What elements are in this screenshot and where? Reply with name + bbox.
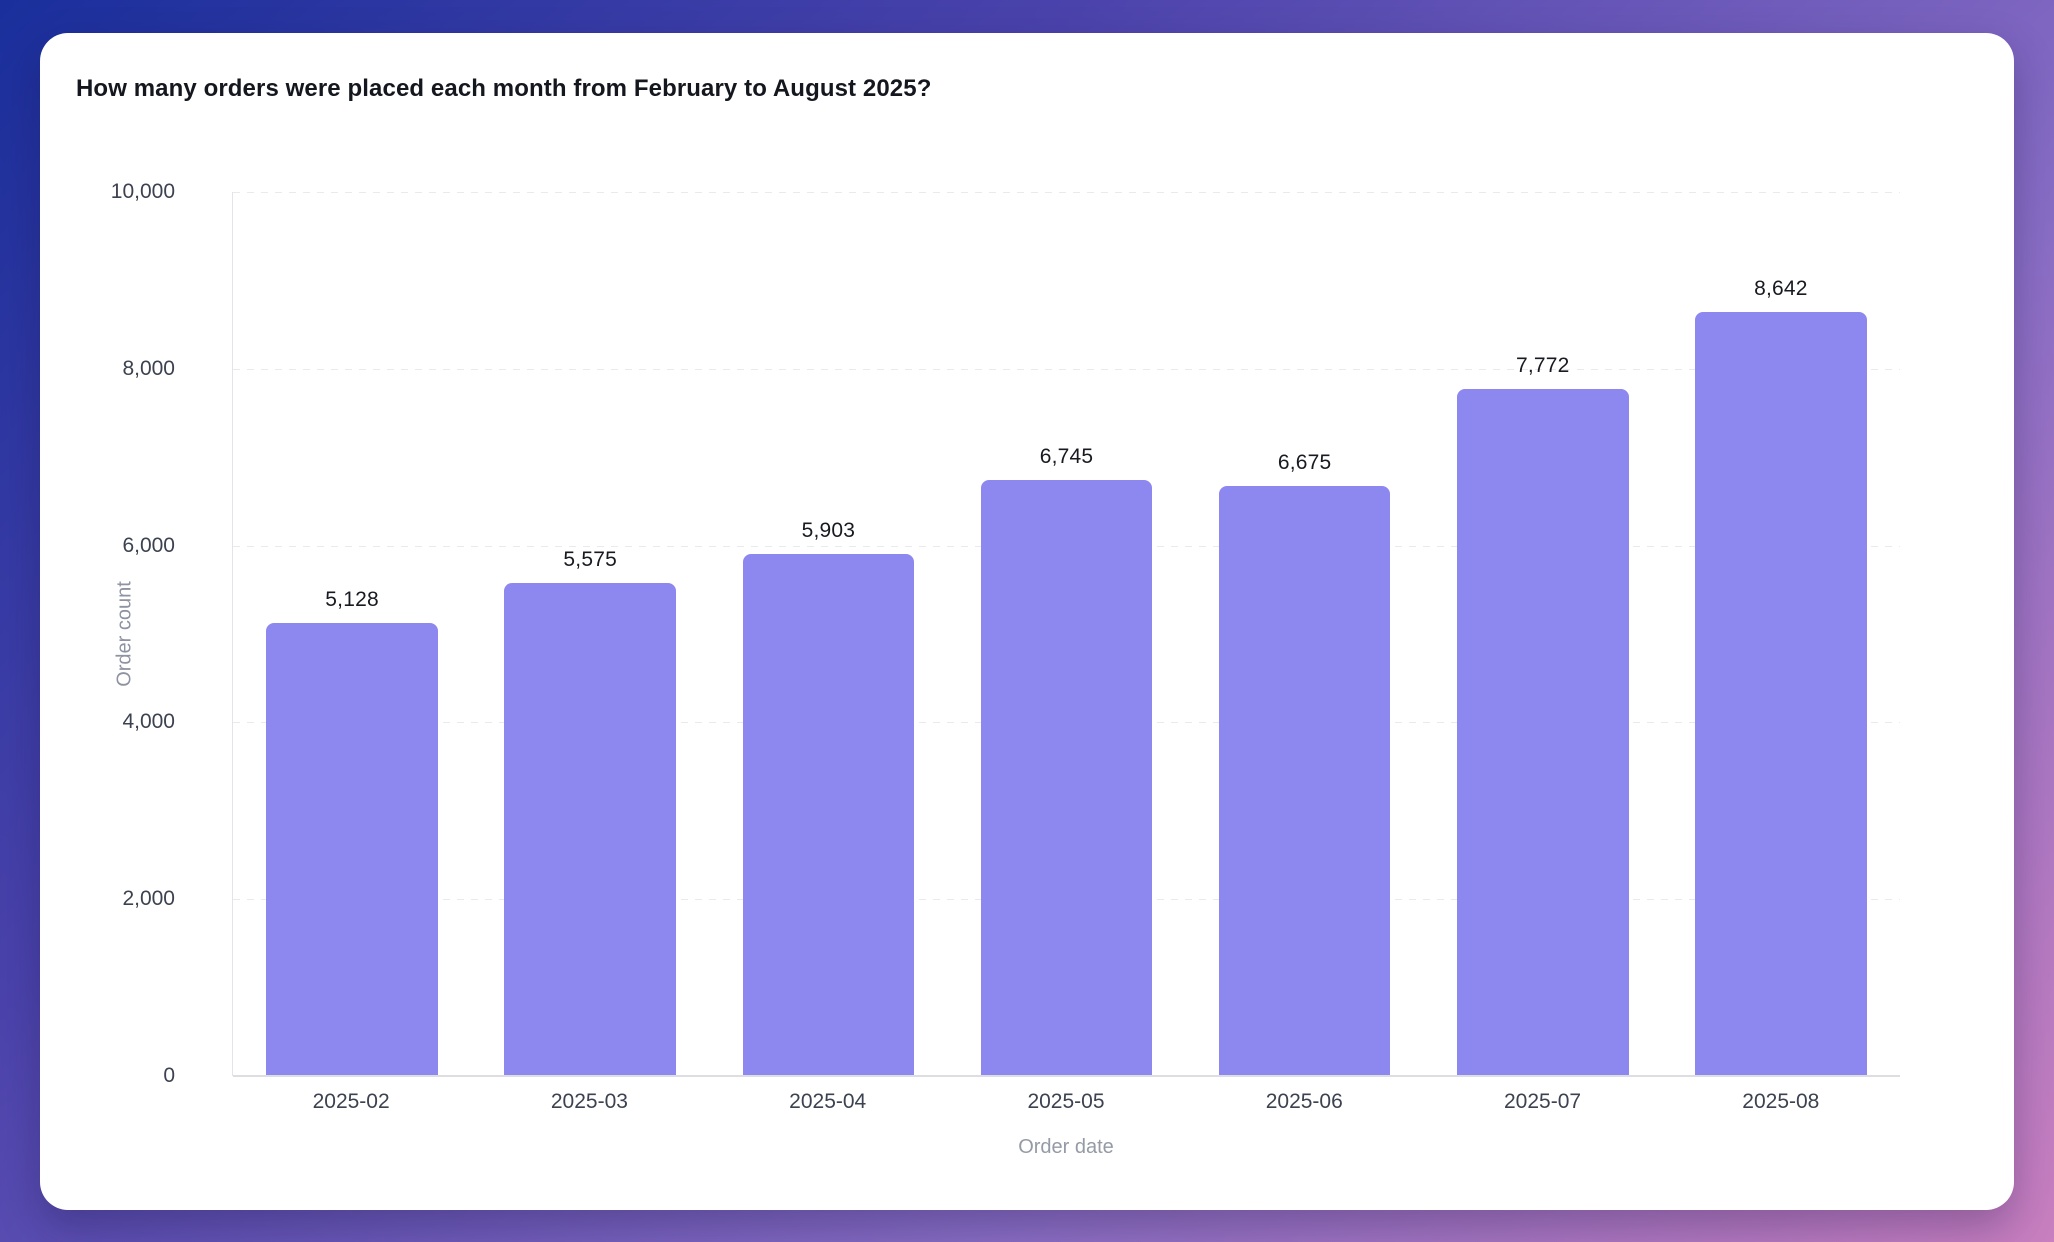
x-axis-tick-labels: 2025-02 2025-03 2025-04 2025-05 2025-06 2025-…	[232, 1090, 1900, 1114]
x-tick-label: 2025-02	[312, 1090, 390, 1113]
bar-2025-04[interactable]	[742, 554, 915, 1076]
x-tick-label: 2025-04	[789, 1090, 867, 1113]
bar-2025-08[interactable]	[1695, 312, 1867, 1076]
x-tick-label: 2025-08	[1742, 1090, 1820, 1113]
bar-slot: 5,128	[233, 192, 471, 1076]
x-tick-label: 2025-05	[1027, 1090, 1105, 1113]
y-tick-label: 6,000	[122, 533, 175, 557]
bar-slot: 6,675	[1186, 192, 1424, 1076]
bars-layer: 5,128 5,575 5,903 6,745 6,675 7,772 8,642	[233, 192, 1900, 1076]
bar-value-label: 5,128	[325, 587, 379, 611]
bar-2025-06[interactable]	[1218, 485, 1391, 1076]
bar-value-label: 5,903	[801, 519, 856, 543]
bar-2025-07[interactable]	[1457, 388, 1629, 1076]
x-axis-title: Order date	[1018, 1136, 1114, 1158]
y-tick-label: 10,000	[110, 180, 175, 203]
bar-value-label: 7,772	[1515, 353, 1570, 377]
y-tick-label: 0	[163, 1064, 175, 1087]
bar-2025-05[interactable]	[980, 479, 1153, 1076]
bar-slot: 7,772	[1424, 192, 1662, 1076]
bar-value-label: 8,642	[1754, 277, 1808, 301]
x-tick-label: 2025-07	[1504, 1090, 1582, 1113]
bar-value-label: 6,675	[1277, 450, 1332, 474]
plot-area: 5,128 5,575 5,903 6,745 6,675 7,772 8,642	[232, 192, 1900, 1077]
y-axis-title: Order count	[113, 581, 136, 687]
x-tick-label: 2025-06	[1265, 1090, 1343, 1113]
y-tick-label: 2,000	[122, 887, 175, 911]
bar-value-label: 6,745	[1039, 444, 1094, 468]
x-tick-label: 2025-03	[550, 1090, 628, 1113]
gridline	[233, 192, 1900, 193]
bar-slot: 5,575	[471, 192, 709, 1076]
bar-slot: 6,745	[947, 192, 1185, 1076]
y-tick-label: 4,000	[122, 710, 175, 734]
bar-2025-03[interactable]	[504, 583, 676, 1076]
x-axis-line	[233, 1075, 1900, 1077]
bar-value-label: 5,575	[563, 548, 617, 572]
bar-slot: 8,642	[1662, 192, 1900, 1076]
bar-2025-02[interactable]	[266, 622, 438, 1076]
bar-slot: 5,903	[709, 192, 947, 1076]
chart-question-title: How many orders were placed each month f…	[76, 75, 932, 102]
gridline	[233, 368, 1900, 370]
y-tick-label: 8,000	[122, 356, 175, 380]
chart-card: How many orders were placed each month f…	[40, 33, 2014, 1210]
